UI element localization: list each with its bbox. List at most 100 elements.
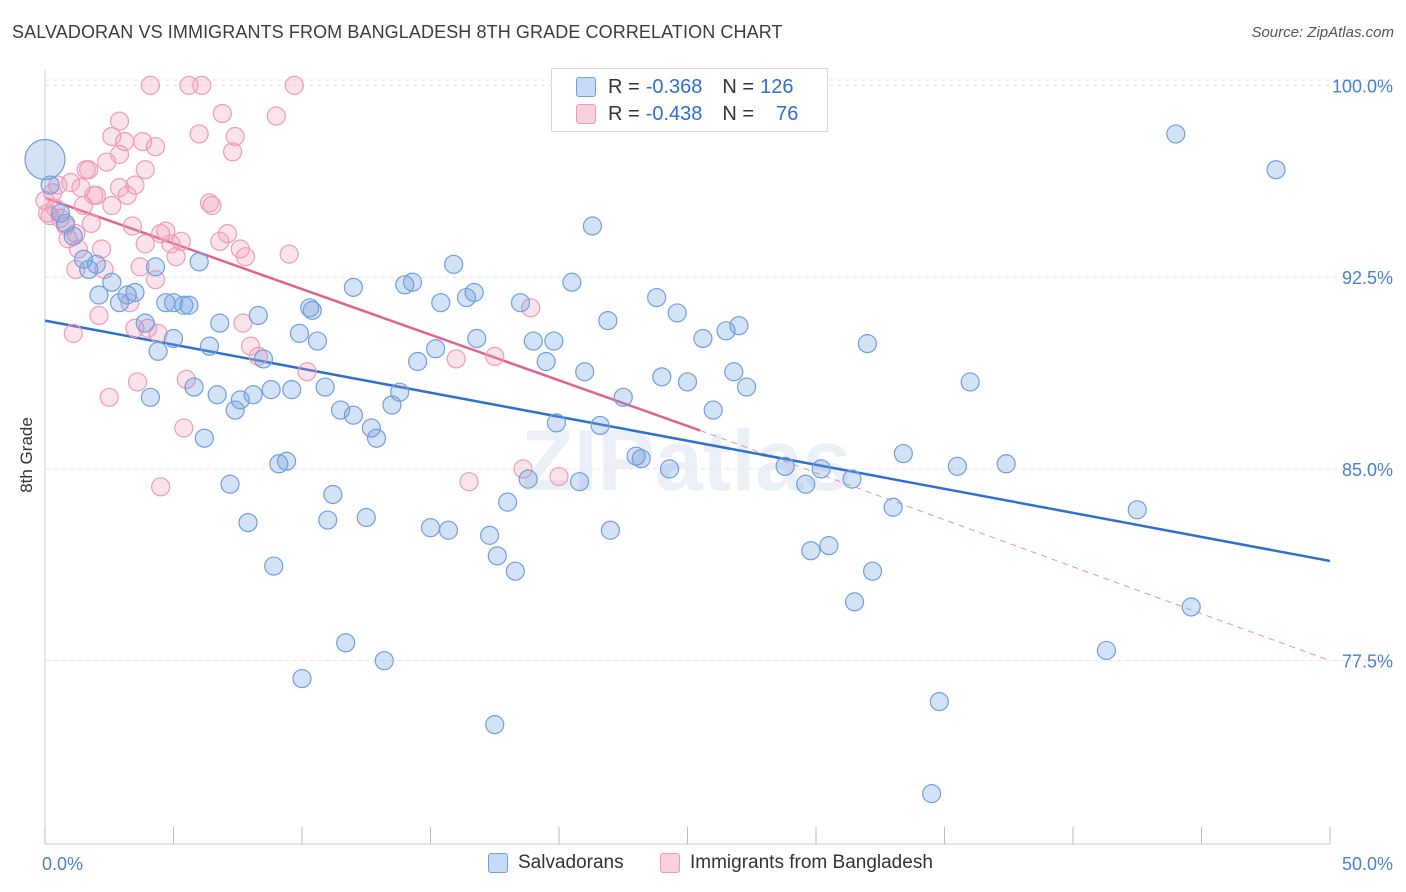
salvadoran-point — [485, 715, 505, 735]
salvadoran-point — [464, 282, 484, 303]
salvadoran-point — [230, 390, 250, 410]
salvadoran-point — [1166, 124, 1186, 144]
bangladesh-point — [125, 175, 145, 195]
bangladesh-point — [138, 318, 158, 338]
bangladesh-point — [135, 160, 155, 180]
salvadoran-point — [487, 546, 507, 566]
bangladesh-point — [117, 185, 137, 205]
salvadoran-point — [505, 561, 525, 581]
salvadoran-point — [598, 310, 618, 331]
bangladesh-point — [45, 198, 65, 218]
salvadoran-point — [336, 633, 356, 653]
bangladesh-point — [212, 103, 232, 124]
salvadoran-point — [50, 203, 71, 223]
bangladesh-point — [66, 224, 86, 244]
salvadoran-point — [315, 377, 335, 397]
salvadoran-point — [431, 293, 451, 313]
bangladesh-point — [248, 346, 268, 366]
y-tick-label: 100.0% — [1332, 76, 1393, 96]
bangladesh-trend-dashed — [700, 430, 1331, 662]
salvadoran-point — [811, 459, 831, 479]
bangladesh-point — [122, 216, 142, 236]
salvadoran-point — [438, 520, 459, 540]
salvadoran-point — [343, 277, 363, 297]
salvadoran-point — [600, 520, 621, 540]
legend-r-value: -0.368 — [645, 75, 703, 98]
salvadoran-point — [269, 454, 289, 474]
bangladesh-point — [109, 111, 130, 131]
salvadoran-point — [261, 380, 281, 400]
salvadoran-point — [179, 295, 199, 315]
salvadoran-point — [842, 469, 862, 489]
bangladesh-trend-line — [44, 196, 701, 432]
bangladesh-point — [145, 137, 166, 157]
salvadoran-point — [444, 254, 464, 274]
salvadoran-point — [426, 339, 446, 359]
bangladesh-point — [91, 239, 112, 259]
salvadoran-point — [189, 252, 209, 272]
bangladesh-point — [151, 224, 171, 244]
salvadoran-point — [343, 405, 363, 425]
x-tick-label: 0.0% — [42, 854, 83, 874]
salvadoran-point — [929, 691, 949, 712]
chart-title: SALVADORAN VS IMMIGRANTS FROM BANGLADESH… — [12, 22, 783, 42]
salvadoran-point — [667, 303, 687, 323]
gridlines — [45, 79, 1392, 662]
salvadoran-point — [562, 272, 582, 292]
stats-legend: R = -0.368 N = 126 R = -0.438 N = 76 — [551, 68, 828, 132]
salvadoran-point — [63, 226, 83, 246]
salvadoran-point — [125, 282, 145, 303]
legend-row-bangladesh: R = -0.438 N = 76 — [576, 102, 798, 126]
bangladesh-point — [549, 466, 569, 487]
bangladesh-point — [446, 349, 466, 369]
bangladesh-point — [241, 336, 261, 356]
salvadoran-point — [109, 293, 130, 313]
salvadoran-point — [893, 443, 913, 464]
salvadoran-point — [737, 377, 757, 397]
salvadoran-point — [276, 451, 297, 471]
bangladesh-point — [156, 221, 176, 241]
bangladesh-point — [130, 257, 150, 277]
salvadoran-point — [947, 456, 967, 476]
salvadoran-point — [323, 484, 343, 505]
tick-labels: 77.5% 85.0% 92.5% 100.0% 0.0% 50.0% — [42, 76, 1393, 874]
salvadoran-point — [374, 651, 394, 671]
salvadoran-point — [24, 138, 66, 181]
salvadoran-point — [801, 541, 821, 561]
salvadoran-point — [220, 474, 240, 494]
bangladesh-point — [109, 178, 130, 198]
legend-r-label: R = — [608, 102, 640, 125]
salvadoran-point — [140, 387, 160, 407]
salvadoran-point — [467, 328, 487, 349]
salvadoran-point — [996, 454, 1016, 474]
salvadoran-point — [729, 316, 749, 336]
salvadoran-point — [796, 474, 816, 494]
bangladesh-point — [68, 239, 89, 259]
bangladesh-point — [166, 247, 186, 267]
salvadoran-point — [330, 400, 351, 420]
salvadoran-point — [148, 341, 168, 361]
salvadoran-point — [361, 418, 381, 438]
salvadoran-point — [264, 556, 284, 576]
source-credit: Source: ZipAtlas.com — [1251, 24, 1394, 41]
bangladesh-point — [235, 247, 256, 267]
salvadoran-point — [420, 518, 441, 538]
salvadoran-point — [1181, 597, 1201, 617]
trend-lines — [44, 196, 1331, 662]
salvadoran-point — [844, 592, 865, 612]
bangladesh-points — [35, 75, 569, 497]
y-tick-label: 77.5% — [1342, 652, 1393, 672]
salvadoran-point — [1096, 640, 1117, 661]
salvadoran-point — [356, 507, 376, 528]
bangladesh-point — [210, 231, 230, 251]
legend-n-label: N = — [722, 102, 755, 125]
salvadoran-point — [210, 313, 230, 333]
salvadoran-point — [703, 400, 723, 420]
salvadoran-point — [402, 272, 423, 292]
salvadoran-point — [677, 372, 698, 392]
bangladesh-point — [297, 362, 317, 382]
salvadoran-point — [1266, 160, 1286, 180]
salvadoran-point — [253, 349, 274, 369]
bangladesh-point — [140, 75, 160, 95]
